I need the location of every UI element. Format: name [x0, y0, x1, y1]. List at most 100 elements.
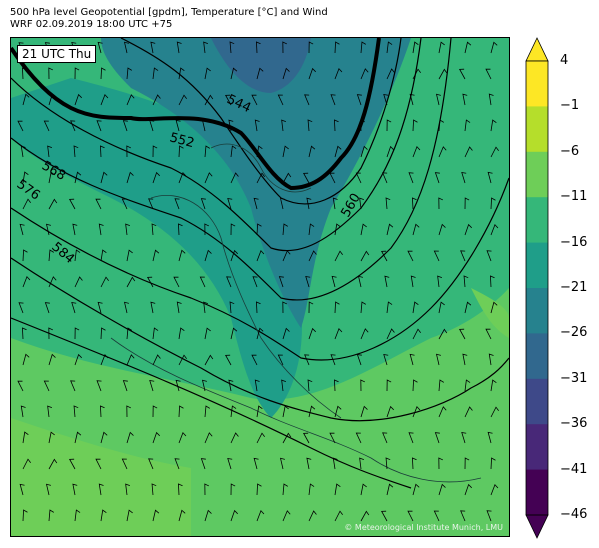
- wind-barb: [22, 275, 31, 288]
- copyright-text: © Meteorological Institute Munich, LMU: [344, 523, 503, 532]
- wind-barb: [385, 457, 391, 470]
- wind-barb: [204, 327, 211, 340]
- wind-barb: [96, 380, 102, 392]
- wind-barb: [126, 94, 135, 106]
- wind-barb: [45, 483, 51, 496]
- wind-barb: [360, 379, 366, 392]
- wind-barb: [225, 94, 232, 106]
- wind-barb: [178, 94, 187, 106]
- wind-barb: [178, 509, 186, 522]
- wind-barb: [333, 119, 339, 132]
- contour-560: [11, 38, 422, 252]
- wind-barb: [177, 223, 183, 236]
- wind-barb: [412, 328, 421, 340]
- wind-barb: [148, 198, 154, 210]
- wind-barb: [178, 431, 187, 444]
- wind-barb: [308, 327, 316, 340]
- wind-barb: [125, 223, 131, 236]
- wind-barb: [74, 431, 82, 444]
- wind-barb: [22, 458, 31, 470]
- wind-barb: [204, 432, 213, 444]
- wind-barb: [412, 145, 421, 158]
- map-canvas: 544 552 560 568 576 584: [11, 38, 509, 536]
- wind-barb: [152, 249, 160, 262]
- wind-barb: [438, 483, 446, 496]
- wind-barb: [490, 119, 497, 132]
- wind-barb: [22, 93, 30, 106]
- wind-barb: [152, 354, 161, 366]
- wind-barb: [385, 197, 391, 210]
- wind-barb: [204, 249, 212, 262]
- wind-barb: [73, 145, 79, 158]
- colorbar-tick-label: −21: [560, 280, 588, 295]
- wind-barb: [126, 276, 136, 288]
- wind-barb: [282, 145, 289, 158]
- wind-barb: [98, 223, 104, 236]
- wind-barb: [100, 67, 106, 80]
- wind-barb: [174, 458, 180, 470]
- wind-barb: [122, 120, 128, 132]
- wind-barb: [490, 41, 498, 54]
- colorbar-segment: [526, 106, 548, 153]
- colorbar: [525, 37, 549, 539]
- wind-barb: [20, 145, 26, 158]
- wind-barb: [334, 41, 340, 54]
- wind-barb: [303, 172, 310, 184]
- wind-barb: [355, 172, 362, 184]
- wind-barb: [230, 483, 236, 496]
- wind-barb: [175, 119, 181, 132]
- wind-barb: [123, 301, 129, 314]
- wind-barb: [204, 172, 213, 184]
- wind-barb: [256, 145, 263, 158]
- wind-barb: [201, 379, 207, 392]
- wind-barb: [386, 301, 393, 314]
- wind-barb: [282, 223, 288, 236]
- wind-barb: [48, 431, 55, 444]
- wind-barb: [178, 405, 184, 418]
- wind-barb: [462, 353, 468, 366]
- wind-barb: [229, 41, 235, 54]
- wind-barb: [307, 379, 313, 392]
- wind-barb: [48, 171, 55, 184]
- wind-barb: [464, 119, 471, 132]
- contour-label-552: 552: [168, 130, 196, 151]
- temperature-field-coldest: [211, 38, 311, 93]
- wind-barb: [308, 41, 314, 54]
- wind-barb: [74, 249, 81, 262]
- wind-barb: [307, 119, 313, 132]
- wind-barb: [334, 483, 341, 496]
- wind-barb: [72, 223, 78, 236]
- wind-barb: [125, 483, 131, 496]
- wind-barb: [48, 93, 56, 106]
- wind-barb: [48, 67, 54, 80]
- wind-barb: [304, 354, 310, 366]
- wind-barb: [386, 379, 392, 392]
- colorbar-tick-label: 4: [560, 53, 569, 68]
- colorbar-segment: [526, 61, 548, 107]
- wind-barb: [122, 380, 128, 392]
- wind-barb: [279, 197, 285, 210]
- wind-barb: [72, 483, 78, 496]
- wind-barb: [485, 68, 492, 80]
- wind-barb: [386, 223, 394, 236]
- wind-barb: [148, 458, 154, 470]
- wind-barb: [19, 483, 25, 496]
- wind-barb: [22, 509, 28, 522]
- wind-barb: [22, 198, 31, 210]
- wind-barb: [490, 301, 498, 314]
- wind-barb: [435, 93, 441, 106]
- colorbar-segment: [526, 151, 548, 198]
- wind-barb: [303, 432, 310, 444]
- colorbar-tick-label: −26: [560, 325, 588, 341]
- wind-barb: [282, 301, 288, 314]
- contour-552: [11, 38, 381, 191]
- wind-barb: [282, 41, 288, 54]
- wind-barb: [305, 275, 311, 288]
- wind-barb: [99, 145, 105, 158]
- wind-barb: [360, 250, 370, 262]
- wind-barb: [412, 405, 421, 418]
- wind-barb: [200, 458, 206, 470]
- wind-barb: [48, 458, 58, 470]
- wind-barb: [464, 379, 471, 392]
- contour-568: [11, 38, 452, 301]
